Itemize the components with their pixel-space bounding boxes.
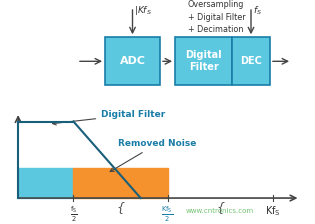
Text: $f_S$: $f_S$ [253,4,262,17]
Text: www.cntronics.com: www.cntronics.com [186,208,254,214]
FancyBboxPatch shape [232,37,270,85]
Text: Digital Filter: Digital Filter [53,110,165,125]
Text: DEC: DEC [240,56,262,66]
Text: $\mathsf{\frac{Kf_S}{2}}$: $\mathsf{\frac{Kf_S}{2}}$ [162,205,174,224]
Text: Oversampling
+ Digital Filter
+ Decimation: Oversampling + Digital Filter + Decimati… [188,0,246,34]
FancyBboxPatch shape [105,37,160,85]
Text: Removed Noise: Removed Noise [110,139,196,172]
Text: Digital
Filter: Digital Filter [185,50,222,72]
Text: $\mathsf{Kf_S}$: $\mathsf{Kf_S}$ [265,205,281,218]
FancyBboxPatch shape [175,37,232,85]
Text: {: { [117,201,124,214]
Text: $\mathsf{\frac{f_S}{2}}$: $\mathsf{\frac{f_S}{2}}$ [70,205,77,224]
Text: $|Kf_S$: $|Kf_S$ [135,4,152,17]
Text: {: { [216,201,224,214]
Text: ADC: ADC [119,56,146,66]
